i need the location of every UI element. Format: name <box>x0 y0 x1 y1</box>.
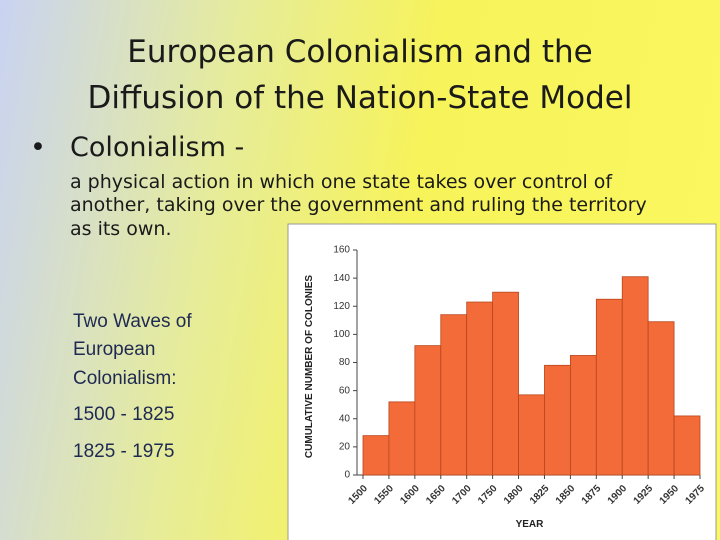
wave-period: 1825 - 1975 <box>73 441 174 462</box>
bar <box>647 321 675 476</box>
y-tick-label: 100 <box>333 329 350 340</box>
y-tick-label: 120 <box>333 301 350 312</box>
bar <box>569 355 597 476</box>
bar <box>388 401 416 476</box>
definition-line: a physical action in which one state tak… <box>70 171 613 193</box>
bar <box>440 314 468 476</box>
y-tick-label: 160 <box>333 245 350 256</box>
bar <box>466 301 494 476</box>
y-axis-label: CUMULATIVE NUMBER OF COLONIES <box>304 275 315 458</box>
y-tick-label: 80 <box>339 357 351 368</box>
y-tick-label: 60 <box>339 385 351 396</box>
bar <box>595 298 623 476</box>
bullet-dot: • <box>30 132 46 163</box>
waves-heading: European <box>73 339 155 360</box>
bar <box>518 394 545 476</box>
bar <box>362 435 390 476</box>
title-line: Diffusion of the Nation-State Model <box>88 80 633 116</box>
definition-line: another, taking over the government and … <box>70 194 647 216</box>
x-axis-label: YEAR <box>516 519 545 530</box>
waves-heading: Colonialism: <box>73 368 176 389</box>
y-tick-label: 0 <box>344 470 350 481</box>
definition-line: as its own. <box>70 218 172 240</box>
waves-heading: Two Waves of <box>73 311 192 332</box>
title-line: European Colonialism and the <box>127 34 592 70</box>
y-tick-label: 20 <box>339 442 351 453</box>
bar <box>673 415 701 476</box>
bar <box>492 291 519 476</box>
y-tick-label: 140 <box>333 273 350 284</box>
bar <box>544 364 571 476</box>
bar <box>414 345 442 476</box>
bullet-text: Colonialism - <box>70 132 244 163</box>
wave-period: 1500 - 1825 <box>73 404 174 425</box>
bar <box>621 276 649 476</box>
y-tick-label: 40 <box>339 413 351 424</box>
